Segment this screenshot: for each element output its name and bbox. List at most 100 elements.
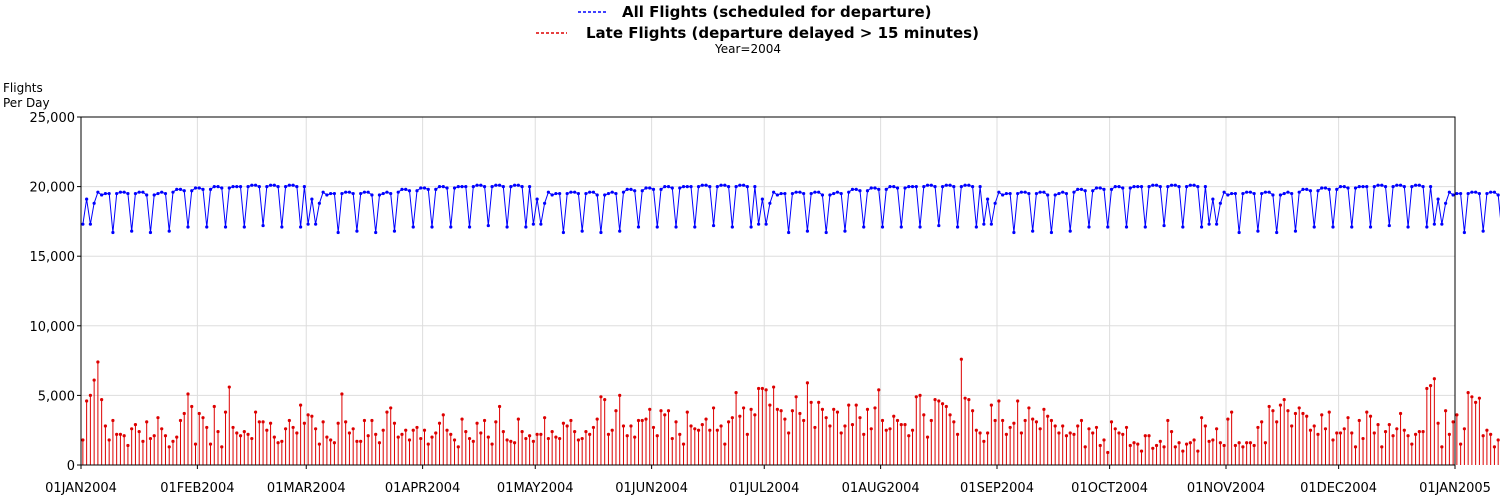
late-flights-point [1406, 434, 1410, 438]
late-flights-point [1154, 443, 1159, 448]
late-flights-point [918, 393, 922, 397]
late-flights-point [1275, 420, 1279, 424]
late-flights-point [283, 427, 288, 431]
late-flights-point [877, 388, 881, 392]
late-flights-point [696, 428, 701, 432]
all-flights-point [1188, 183, 1192, 187]
all-flights-point [730, 225, 734, 229]
late-flights-point [1320, 413, 1324, 417]
all-flights-point [1372, 185, 1376, 189]
late-flights-point [1241, 445, 1245, 449]
x-tick-label: 01JUN2004 [615, 481, 688, 496]
all-flights-point [937, 223, 941, 228]
all-flights-point [952, 185, 956, 189]
all-flights-point [1087, 225, 1091, 229]
late-flights-point [238, 434, 243, 438]
late-flights-point [655, 434, 659, 438]
late-flights-point [787, 431, 791, 435]
late-flights-point [1102, 438, 1106, 442]
all-flights-point [148, 230, 153, 235]
late-flights-point [550, 429, 554, 434]
late-flights-point [1440, 445, 1444, 449]
late-flights-point [753, 413, 757, 417]
late-flights-point [982, 439, 986, 443]
late-flights-point [1267, 404, 1271, 409]
all-flights-point [171, 190, 175, 194]
late-flights-point [955, 432, 960, 436]
all-flights-point [411, 225, 415, 229]
x-tick-label: 01JUL2004 [729, 481, 799, 496]
late-flights-point [524, 436, 528, 441]
late-flights-point [576, 438, 581, 442]
late-flights-point [606, 432, 611, 436]
late-flights-point [122, 434, 126, 438]
late-flights-point [193, 442, 198, 446]
all-flights-point [126, 191, 130, 196]
all-flights-point [1368, 225, 1373, 229]
all-flights-point [738, 183, 742, 187]
late-flights-point [437, 421, 442, 425]
late-flights-point [700, 423, 704, 427]
late-flights-point [347, 431, 352, 435]
all-flights-point [651, 187, 656, 191]
late-flights-point [531, 439, 535, 443]
all-flights-point [1248, 190, 1253, 194]
x-tick-label: 01JAN2004 [45, 481, 117, 496]
late-flights-point [663, 413, 667, 417]
late-flights-point [1466, 391, 1470, 395]
late-flights-point [1432, 377, 1436, 381]
late-flights-point [603, 397, 607, 402]
late-flights-point [775, 407, 779, 411]
legend-label-late-flights: Late Flights (departure delayed > 15 min… [586, 24, 979, 42]
all-flights-point [535, 197, 539, 201]
late-flights-point [1188, 441, 1192, 445]
all-flights-point [636, 225, 641, 229]
all-flights-point [490, 185, 494, 189]
all-flights-point [385, 190, 389, 194]
all-flights-point [1038, 190, 1042, 194]
late-flights-point [828, 424, 832, 428]
late-flights-point [265, 428, 269, 432]
late-flights-point [986, 431, 990, 435]
all-flights-point [918, 225, 922, 229]
all-flights-point [1019, 190, 1024, 194]
all-flights-point [268, 183, 273, 187]
all-flights-point [888, 185, 892, 189]
all-flights-point [1215, 222, 1219, 226]
all-flights-point [310, 197, 314, 201]
late-flights-series [81, 357, 1500, 465]
legend: All Flights (scheduled for departure) La… [536, 3, 979, 42]
late-flights-point [749, 407, 753, 411]
late-flights-point [426, 442, 430, 446]
all-flights-point [156, 191, 160, 196]
late-flights-point [1410, 442, 1414, 446]
all-flights-point [497, 183, 502, 187]
all-flights-point [1203, 185, 1207, 189]
late-flights-point [862, 432, 866, 436]
all-flights-point [997, 190, 1001, 194]
late-flights-point [880, 418, 885, 423]
all-flights-point [471, 185, 475, 189]
late-flights-point [1286, 409, 1290, 413]
late-flights-point [456, 445, 460, 449]
late-flights-point [400, 432, 404, 436]
late-flights-point [302, 421, 306, 425]
all-flights-point [1241, 191, 1245, 196]
all-flights-point [512, 183, 517, 187]
all-flights-point [1192, 183, 1196, 187]
all-flights-point [182, 189, 186, 193]
all-flights-point [1312, 225, 1316, 229]
all-flights-point [835, 190, 840, 194]
all-flights-point [193, 186, 198, 190]
all-flights-point [1117, 185, 1121, 189]
late-flights-point [1417, 429, 1421, 434]
all-flights-point [460, 185, 464, 189]
all-flights-point [862, 225, 866, 229]
all-flights-point [407, 189, 412, 193]
late-flights-point [482, 418, 487, 423]
all-flights-point [892, 185, 896, 189]
late-flights-point [802, 418, 806, 423]
late-flights-point [220, 445, 224, 449]
all-flights-point [847, 190, 851, 194]
all-flights-point [539, 222, 543, 226]
